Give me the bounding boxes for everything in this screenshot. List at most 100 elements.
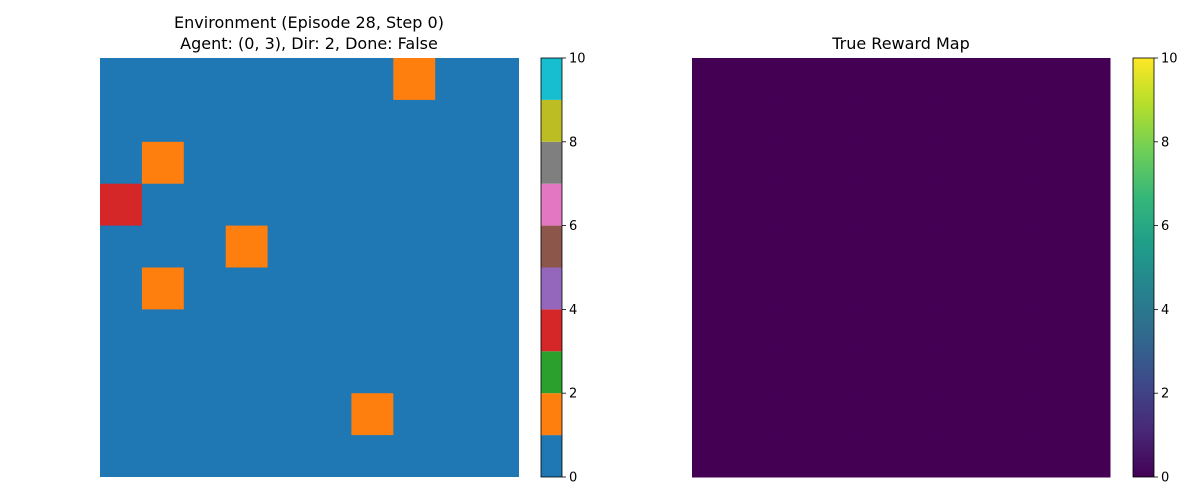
- reward-cell-0-5: [901, 58, 944, 101]
- reward-colorbar: 0 2 4 6 8 10: [1132, 52, 1178, 486]
- reward-cell-5-6: [942, 267, 986, 310]
- reward-cell-4-7: [984, 225, 1027, 268]
- reward-cell-1-8: [1026, 99, 1069, 143]
- env-colorbar-bin: [541, 351, 562, 394]
- reward-cell-5-4: [859, 267, 902, 310]
- reward-cell-4-1: [733, 225, 777, 268]
- reward-cell-0-9: [1068, 58, 1111, 101]
- env-cell-2-1: [141, 141, 184, 184]
- env-colorbar-bin: [541, 183, 562, 226]
- env-cell-0-7: [393, 58, 436, 100]
- reward-cell-6-2: [775, 309, 818, 352]
- reward-cell-2-4: [859, 141, 902, 185]
- reward-cell-9-0: [692, 435, 735, 478]
- reward-cell-2-1: [733, 141, 777, 185]
- reward-colorbar-tick-label: 2: [1161, 387, 1169, 402]
- reward-cell-8-1: [733, 393, 777, 436]
- reward-cell-5-5: [901, 267, 944, 310]
- reward-cell-0-2: [775, 58, 818, 101]
- reward-cell-7-3: [817, 351, 860, 394]
- reward-cell-8-5: [901, 393, 944, 436]
- reward-cell-8-2: [775, 393, 818, 436]
- reward-cell-2-3: [817, 141, 860, 185]
- env-colorbar-tick-label: 6: [569, 219, 577, 234]
- env-colorbar-bin: [541, 435, 562, 477]
- reward-cell-0-6: [942, 58, 986, 101]
- reward-cell-4-2: [775, 225, 818, 268]
- reward-cell-6-9: [1068, 309, 1111, 352]
- reward-cell-4-8: [1026, 225, 1069, 268]
- reward-colorbar-tick-label: 6: [1161, 219, 1169, 234]
- reward-cell-7-1: [733, 351, 777, 394]
- reward-cell-9-4: [859, 435, 902, 478]
- reward-cell-8-7: [984, 393, 1027, 436]
- env-colorbar-bin: [541, 225, 562, 268]
- reward-title: True Reward Map: [831, 34, 970, 53]
- reward-colorbar-tick-label: 4: [1161, 303, 1169, 318]
- reward-cell-3-0: [692, 183, 735, 227]
- reward-cell-6-3: [817, 309, 860, 352]
- env-colorbar-tick-label: 2: [569, 387, 577, 402]
- environment-panel: Environment (Episode 28, Step 0) Agent: …: [100, 13, 586, 486]
- reward-cell-7-6: [942, 351, 986, 394]
- reward-cell-7-7: [984, 351, 1027, 394]
- env-title-line1: Environment (Episode 28, Step 0): [174, 13, 444, 32]
- env-colorbar-frame: [540, 57, 563, 478]
- env-cell-3-0: [100, 183, 142, 226]
- env-colorbar-bin: [541, 393, 562, 436]
- reward-cell-9-9: [1068, 435, 1111, 478]
- reward-cell-4-3: [817, 225, 860, 268]
- reward-cell-0-8: [1026, 58, 1069, 101]
- reward-cell-3-4: [859, 183, 902, 227]
- reward-cell-5-2: [775, 267, 818, 310]
- reward-cell-5-8: [1026, 267, 1069, 310]
- reward-cell-9-6: [942, 435, 986, 478]
- env-colorbar-bin: [541, 267, 562, 310]
- reward-heatmap: [692, 58, 1111, 478]
- reward-cell-2-6: [942, 141, 986, 185]
- reward-cell-5-0: [692, 267, 735, 310]
- env-colorbar: 0 2 4 6 8 10: [540, 52, 586, 486]
- reward-cell-2-0: [692, 141, 735, 185]
- reward-colorbar-frame: [1132, 57, 1155, 478]
- reward-cell-8-0: [692, 393, 735, 436]
- reward-cell-3-8: [1026, 183, 1069, 227]
- reward-cell-9-3: [817, 435, 860, 478]
- reward-cell-0-7: [984, 58, 1027, 101]
- reward-cell-1-1: [733, 99, 777, 143]
- env-colorbar-bin: [541, 141, 562, 184]
- reward-cell-1-3: [817, 99, 860, 143]
- reward-cell-8-3: [817, 393, 860, 436]
- reward-cell-3-5: [901, 183, 944, 227]
- reward-cell-9-1: [733, 435, 777, 478]
- reward-cell-3-9: [1068, 183, 1111, 227]
- reward-cell-4-5: [901, 225, 944, 268]
- env-colorbar-bin: [541, 99, 562, 142]
- reward-cell-0-0: [692, 58, 735, 101]
- reward-cell-7-2: [775, 351, 818, 394]
- reward-cell-8-6: [942, 393, 986, 436]
- reward-cell-7-5: [901, 351, 944, 394]
- reward-cell-0-4: [859, 58, 902, 101]
- reward-colorbar-tick-label: 0: [1161, 471, 1169, 486]
- reward-cell-8-8: [1026, 393, 1069, 436]
- reward-cell-1-4: [859, 99, 902, 143]
- reward-cell-6-5: [901, 309, 944, 352]
- env-colorbar-tick-label: 8: [569, 135, 577, 150]
- reward-cell-4-4: [859, 225, 902, 268]
- reward-cell-6-1: [733, 309, 777, 352]
- reward-cell-8-4: [859, 393, 902, 436]
- env-colorbar-bin: [541, 58, 562, 100]
- reward-colorbar-gradient: [1133, 58, 1154, 477]
- reward-cell-6-7: [984, 309, 1027, 352]
- reward-cell-3-1: [733, 183, 777, 227]
- reward-cell-9-2: [775, 435, 818, 478]
- reward-cell-6-6: [942, 309, 986, 352]
- reward-cell-3-2: [775, 183, 818, 227]
- reward-cell-0-1: [733, 58, 777, 101]
- env-cell-5-1: [141, 267, 184, 310]
- reward-cell-2-5: [901, 141, 944, 185]
- reward-cell-8-9: [1068, 393, 1111, 436]
- reward-cell-9-5: [901, 435, 944, 478]
- reward-cell-6-8: [1026, 309, 1069, 352]
